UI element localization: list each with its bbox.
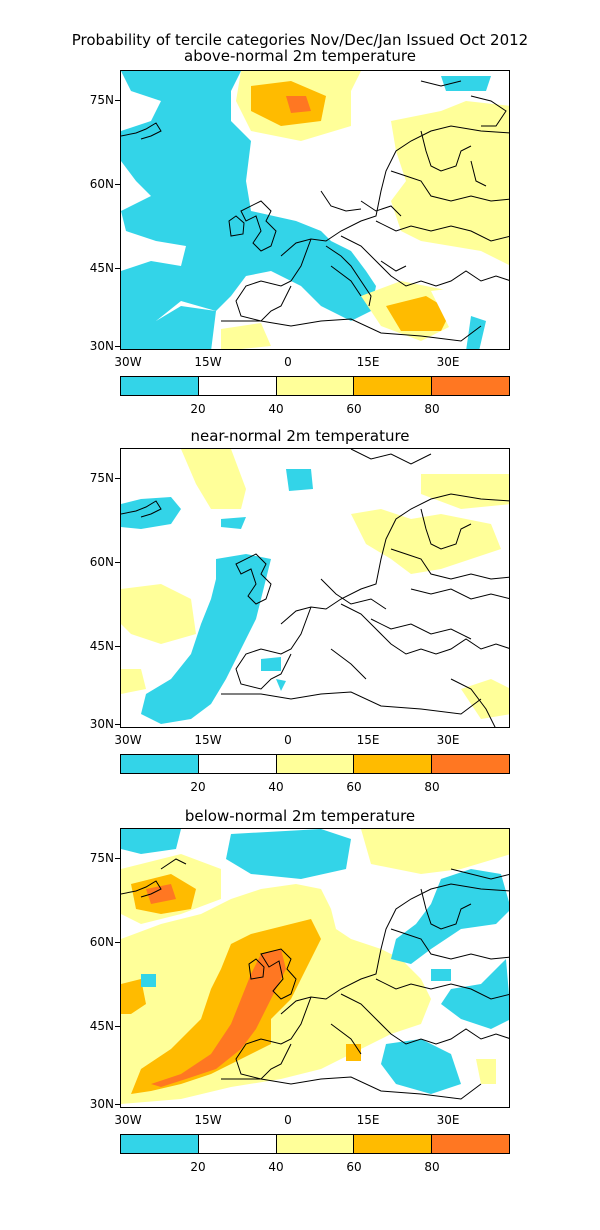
colorbar-swatch [198, 755, 277, 773]
lon-label: 0 [284, 1113, 292, 1127]
lon-label: 15E [356, 1113, 380, 1127]
colorbar-label: 60 [346, 1160, 362, 1174]
lat-label: 45N [74, 1020, 121, 1032]
lat-label: 60N [74, 936, 121, 948]
colorbar-label: 60 [346, 780, 362, 794]
lon-label: 15E [356, 355, 380, 369]
lon-label: 30E [436, 733, 460, 747]
colorbar-label: 40 [268, 402, 284, 416]
colorbar [120, 754, 510, 774]
lon-label: 30W [114, 355, 142, 369]
colorbar-label: 20 [190, 780, 206, 794]
lat-label: 30N [74, 340, 121, 352]
lat-label: 60N [74, 178, 121, 190]
colorbar-label: 60 [346, 402, 362, 416]
lon-label: 0 [284, 355, 292, 369]
map-above-normal [120, 70, 510, 350]
lon-label: 15W [194, 355, 222, 369]
colorbar-swatch [276, 1135, 355, 1153]
colorbar-swatch [276, 377, 355, 395]
colorbar-swatch [276, 755, 355, 773]
colorbar-swatch [198, 1135, 277, 1153]
colorbar-label: 40 [268, 1160, 284, 1174]
colorbar-swatch [432, 377, 509, 395]
lat-label: 60N [74, 556, 121, 568]
colorbar-label: 80 [424, 1160, 440, 1174]
colorbar [120, 1134, 510, 1154]
colorbar-swatch [432, 1135, 509, 1153]
lon-label: 15W [194, 1113, 222, 1127]
title-line1: Probability of tercile categories Nov/De… [71, 31, 529, 49]
lon-label: 0 [284, 733, 292, 747]
map-near-normal [120, 448, 510, 728]
lon-label: 30E [436, 1113, 460, 1127]
colorbar-swatch [432, 755, 509, 773]
colorbar-label: 80 [424, 402, 440, 416]
colorbar-label: 20 [190, 1160, 206, 1174]
colorbar-swatch [354, 755, 433, 773]
colorbar-swatch [198, 377, 277, 395]
colorbar-label: 20 [190, 402, 206, 416]
lon-label: 15W [194, 733, 222, 747]
colorbar [120, 376, 510, 396]
panel-subtitle: above-normal 2m temperature [184, 47, 416, 65]
lat-label: 45N [74, 640, 121, 652]
colorbar-swatch [354, 377, 433, 395]
lon-label: 30E [436, 355, 460, 369]
colorbar-label: 40 [268, 780, 284, 794]
lon-label: 30W [114, 1113, 142, 1127]
lat-label: 75N [74, 472, 121, 484]
lat-label: 45N [74, 262, 121, 274]
colorbar-swatch [354, 1135, 433, 1153]
lat-label: 30N [74, 1098, 121, 1110]
colorbar-label: 80 [424, 780, 440, 794]
colorbar-swatch [121, 377, 199, 395]
lon-label: 30W [114, 733, 142, 747]
panel-subtitle: near-normal 2m temperature [190, 427, 410, 445]
colorbar-swatch [121, 1135, 199, 1153]
lat-label: 30N [74, 718, 121, 730]
colorbar-swatch [121, 755, 199, 773]
panel-subtitle: below-normal 2m temperature [184, 807, 416, 825]
lon-label: 15E [356, 733, 380, 747]
lat-label: 75N [74, 94, 121, 106]
lat-label: 75N [74, 852, 121, 864]
map-below-normal [120, 828, 510, 1108]
